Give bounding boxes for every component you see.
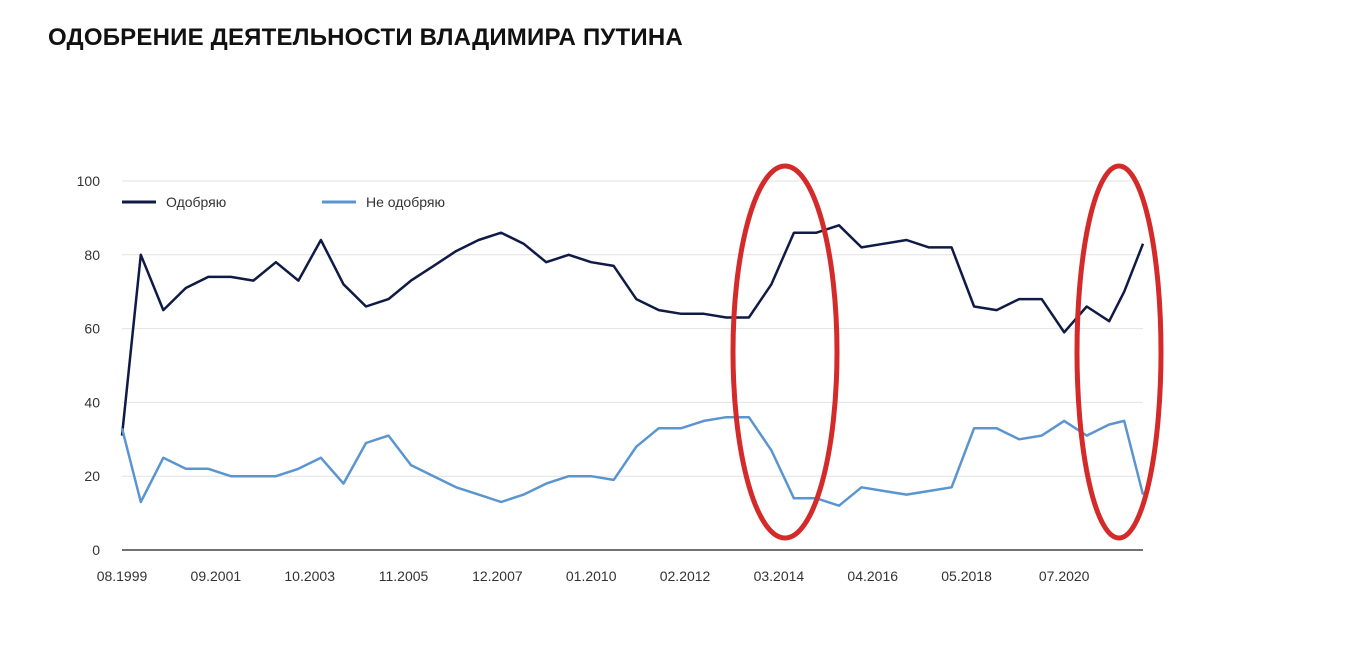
y-tick-label: 80 [84,247,100,263]
chart-series [120,224,1145,507]
x-tick-label: 12.2007 [472,568,523,584]
series-line-1 [120,224,1145,436]
y-tick-label: 60 [84,321,100,337]
x-tick-label: 11.2005 [379,568,429,584]
legend-label: Не одобряю [366,194,445,210]
y-tick-label: 100 [77,173,101,189]
series-line-2 [120,415,1145,507]
x-axis: 08.1999 09.2001 10.2003 11.2005 12.2007 01.20… [97,568,1090,584]
x-tick-label: 08.1999 [97,568,148,584]
y-tick-label: 0 [92,542,100,558]
y-tick-label: 40 [84,394,100,410]
x-tick-label: 10.2003 [284,568,335,584]
y-axis: 0 20 40 60 80 100 [77,173,101,558]
x-tick-label: 03.2014 [754,568,805,584]
x-tick-label: 07.2020 [1039,568,1090,584]
x-tick-label: 02.2012 [660,568,711,584]
annotations [730,163,1164,541]
legend-label: Одобряю [166,194,226,210]
x-tick-label: 01.2010 [566,568,617,584]
chart-title: ОДОБРЕНИЕ ДЕЯТЕЛЬНОСТИ ВЛАДИМИРА ПУТИНА [48,24,683,51]
highlight-ellipse-2022 [1074,163,1164,541]
y-tick-label: 20 [84,468,100,484]
chart-legend: Одобряю Не одобряю [122,194,445,210]
highlight-ellipse-2014 [730,163,840,541]
x-tick-label: 04.2016 [847,568,898,584]
x-tick-label: 05.2018 [941,568,992,584]
chart-gridlines [122,180,1143,551]
x-tick-label: 09.2001 [191,568,242,584]
